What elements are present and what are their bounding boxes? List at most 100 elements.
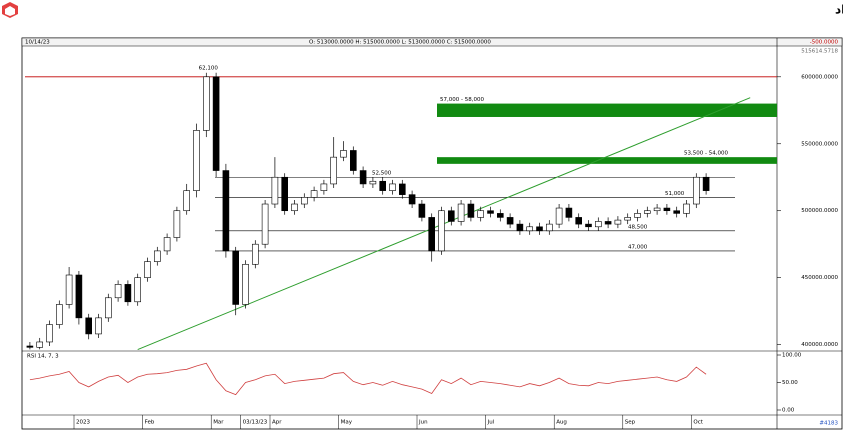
rsi-label: RSI 14, 7, 3 — [27, 354, 59, 360]
candle-body — [683, 203, 690, 214]
candle-body — [379, 180, 387, 191]
level-label: 47,000 — [628, 244, 648, 250]
rsi-tick-label: 100.00 — [782, 353, 802, 359]
candle-body — [36, 341, 44, 348]
candle-body — [653, 207, 661, 212]
candle-body — [624, 217, 632, 221]
candle-body — [65, 274, 73, 305]
candle-body — [585, 223, 592, 228]
candle-body — [46, 324, 53, 343]
logo — [2, 2, 18, 18]
candle-body — [55, 304, 63, 325]
candle-body — [144, 261, 151, 278]
candle-body — [310, 190, 318, 198]
candle-body — [496, 213, 504, 218]
candle-body — [447, 210, 455, 222]
candle-body — [340, 150, 347, 158]
candle-body — [536, 226, 543, 232]
level-label: 48,500 — [628, 224, 648, 230]
candle-body — [467, 203, 475, 218]
candle-body — [457, 203, 465, 222]
candle-body — [114, 284, 122, 299]
candle-body — [124, 284, 132, 303]
candle-body — [134, 277, 141, 303]
candle-body — [291, 203, 298, 212]
candle-body — [212, 76, 220, 171]
candle-body — [252, 243, 259, 265]
candle-body — [673, 210, 681, 214]
candle-body — [526, 226, 534, 232]
x-tick-label: 2023 — [76, 420, 90, 426]
candle-body — [702, 176, 710, 191]
candle-body — [203, 76, 210, 131]
candle-body — [75, 274, 83, 319]
change: -500.0000 — [810, 40, 839, 46]
rsi-tick-label: 0.00 — [782, 408, 795, 414]
date: 10/14/23 — [25, 40, 50, 46]
x-tick-label: 03/13/23 — [243, 420, 268, 426]
candle-body — [575, 217, 583, 225]
candle-body — [95, 317, 102, 335]
candle-body — [565, 207, 573, 218]
candle-body — [261, 203, 269, 245]
x-tick-label: Oct — [693, 420, 703, 426]
peak-label: 62,100 — [199, 65, 219, 71]
zone-band — [437, 103, 777, 117]
candle-body — [389, 183, 396, 191]
candle-body — [369, 180, 377, 185]
level-label: 51,000 — [665, 191, 685, 197]
candle-body — [634, 213, 641, 218]
candle-body — [26, 345, 34, 348]
rsi-tick-label: 50.00 — [782, 380, 798, 386]
candle-body — [428, 217, 436, 252]
y-tick-label: 500000.0000 — [801, 208, 838, 214]
zone-label: 53,500 - 54,000 — [684, 151, 728, 157]
zone-band — [437, 157, 777, 164]
x-tick-label: Feb — [145, 420, 155, 426]
candle-body — [349, 150, 357, 171]
bar-count: #4183 — [819, 421, 838, 427]
x-tick-label: Apr — [272, 420, 282, 426]
candle-body — [438, 210, 445, 252]
candle-body — [418, 203, 426, 218]
candle-body — [359, 170, 367, 185]
x-tick-label: Aug — [556, 420, 567, 426]
candle-body — [398, 183, 406, 195]
candle-body — [85, 317, 92, 335]
ohlc: O: 513000.0000 H: 515000.0000 L: 513000.… — [309, 40, 491, 46]
candle-body — [594, 221, 602, 228]
last-price: 515614.5718 — [801, 49, 838, 55]
candle-body — [173, 210, 181, 238]
candle-body — [183, 190, 190, 212]
y-tick-label: 600000.0000 — [801, 74, 838, 80]
y-tick-label: 450000.0000 — [801, 275, 838, 281]
candle-body — [477, 210, 485, 218]
candle-body — [193, 130, 200, 191]
zone-label: 57,000 - 58,000 — [440, 97, 484, 103]
candle-body — [506, 217, 514, 225]
candle-body — [222, 170, 230, 252]
candle-body — [487, 210, 494, 214]
candle-body — [516, 223, 524, 232]
x-tick-label: Jun — [418, 420, 428, 426]
level-label: 52,500 — [372, 171, 392, 177]
candle-body — [663, 207, 671, 212]
candle-body — [281, 176, 289, 212]
candle-body — [271, 176, 279, 205]
candle-body — [163, 237, 171, 252]
x-tick-label: Mar — [213, 420, 224, 426]
candle-body — [555, 207, 563, 225]
candle-body — [232, 250, 239, 305]
candle-body — [300, 197, 308, 205]
candle-body — [320, 183, 328, 191]
rsi-line — [29, 362, 707, 396]
y-tick-label: 550000.0000 — [801, 141, 838, 147]
x-tick-label: Sep — [625, 420, 636, 426]
x-tick-label: May — [341, 420, 353, 426]
candle-body — [614, 219, 622, 225]
candle-body — [604, 221, 612, 225]
candle-body — [330, 156, 338, 185]
candle-body — [545, 223, 553, 232]
chart-title: دلار آزاد — [835, 2, 843, 17]
